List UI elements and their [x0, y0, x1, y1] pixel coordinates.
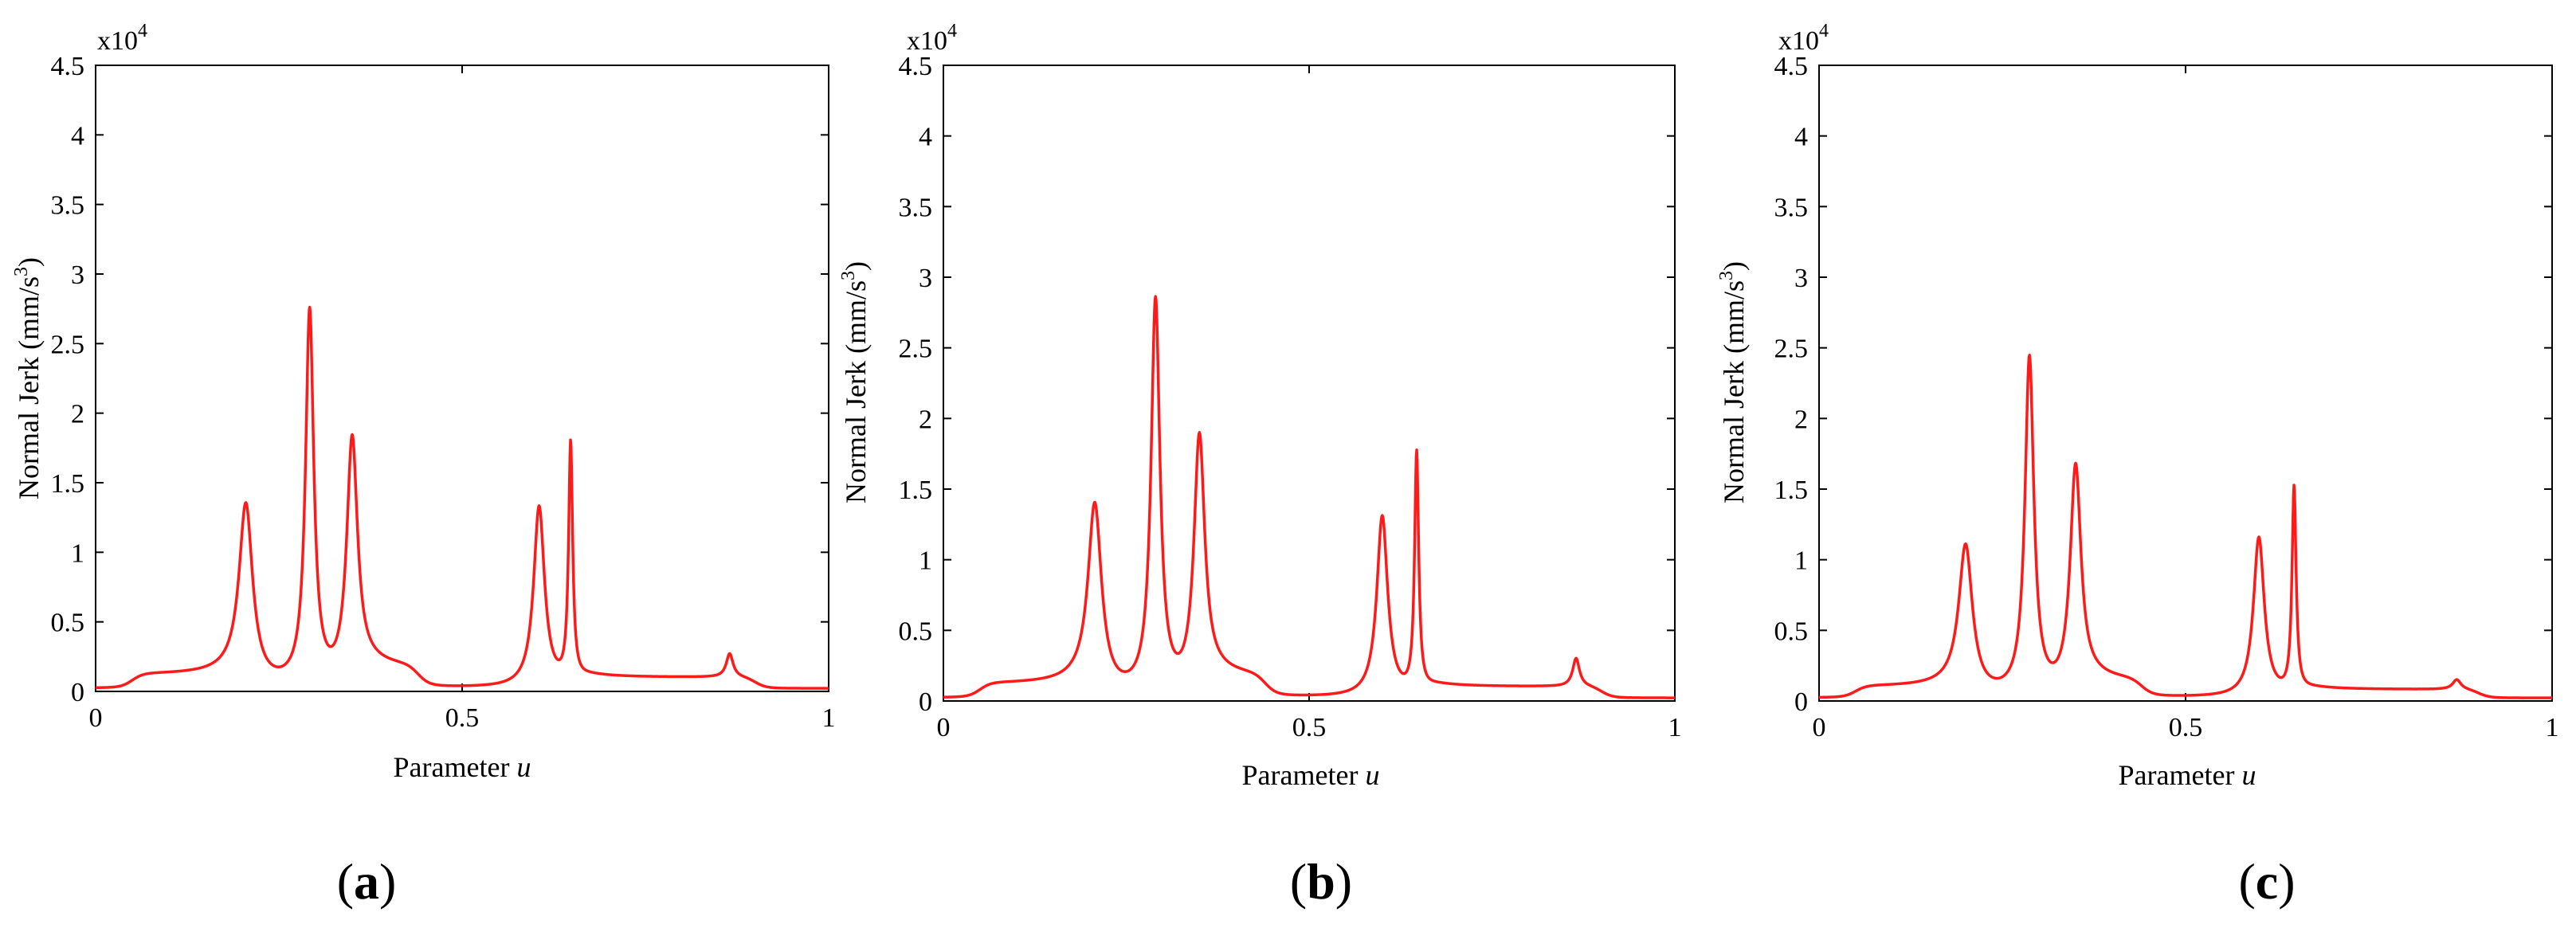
x-tick-label: 0	[1813, 713, 1826, 742]
y-tick-label: 3.5	[899, 193, 933, 222]
y-multiplier: x104	[97, 21, 147, 56]
x-axis-ticks: 0 0.5 1	[937, 65, 1682, 742]
y-tick-label: 0.5	[899, 617, 933, 646]
chart-panel-b: 00.511.522.533.544.5 0 0.5 1 x104 Paramete…	[838, 21, 1682, 910]
x-tick-label: 1	[2546, 713, 2559, 742]
plot-area-frame	[943, 65, 1676, 702]
x-tick-label: 0	[89, 703, 103, 733]
x-axis-label: Parameter u	[394, 751, 531, 783]
panel-label-b: (b)	[1290, 853, 1352, 910]
x-tick-label: 1	[1668, 713, 1682, 742]
y-tick-label: 1.5	[899, 476, 933, 505]
y-tick-label: 2.5	[51, 330, 85, 359]
y-tick-label: 4.5	[1774, 52, 1809, 81]
y-tick-label: 2.5	[899, 335, 933, 364]
y-tick-label: 2.5	[1774, 335, 1809, 364]
plot-area-frame	[95, 65, 829, 692]
y-tick-label: 4	[1794, 123, 1808, 152]
normal-jerk-curve	[942, 295, 1676, 699]
y-tick-label: 2	[919, 405, 932, 434]
y-tick-label: 4.5	[899, 52, 933, 81]
x-axis-ticks: 0 0.5 1	[89, 65, 836, 733]
y-tick-label: 2	[1794, 405, 1808, 434]
y-multiplier-exponent: 4	[947, 21, 957, 41]
y-multiplier: x104	[907, 21, 957, 56]
plot-area-frame	[1818, 65, 2553, 702]
panel-label-a: (a)	[337, 853, 397, 910]
y-multiplier-exponent: 4	[138, 21, 147, 41]
x-tick-label: 0.5	[1292, 713, 1327, 742]
y-tick-label: 0	[919, 687, 932, 717]
panel-label-c: (c)	[2238, 853, 2295, 910]
x-tick-label: 0.5	[445, 703, 480, 733]
y-axis-ticks: 0 0.5 1 1.5 2 2.5 3 3.5 4 4.5	[51, 52, 829, 707]
y-tick-label: 1	[1794, 546, 1808, 576]
normal-jerk-curve	[1817, 354, 2554, 699]
x-tick-label: 0.5	[2169, 713, 2203, 742]
y-tick-label: 0.5	[51, 609, 85, 638]
y-axis-label: Normal Jerk (mm/s3)	[1716, 261, 1750, 503]
y-tick-label: 4.5	[51, 52, 85, 81]
y-axis-label: Normal Jerk (mm/s3)	[838, 261, 872, 503]
y-tick-label: 3	[71, 260, 84, 290]
x-tick-label: 0	[937, 713, 951, 742]
y-tick-label: 1	[71, 538, 84, 568]
chart-panel-c: 00.511.522.533.544.5 0 0.5 1 x104 Paramete…	[1716, 21, 2559, 910]
y-tick-label: 3	[919, 264, 932, 293]
x-axis-ticks: 0 0.5 1	[1813, 65, 2559, 742]
y-tick-label: 3.5	[51, 191, 85, 221]
y-tick-label: 1.5	[1774, 476, 1809, 505]
x-axis-label: Parameter u	[2119, 759, 2256, 791]
normal-jerk-curve	[94, 305, 830, 690]
y-tick-label: 1.5	[51, 469, 85, 499]
y-tick-label: 0	[1794, 687, 1808, 717]
y-tick-label: 0.5	[1774, 617, 1809, 646]
chart-panel-a: 00.511.522.533.544.5 0 0.5 1 x104 Paramete…	[11, 21, 836, 910]
y-axis-ticks: 0 0.5 1 1.5 2 2.5 3 3.5 4 4.5	[899, 52, 1675, 717]
y-tick-label: 0	[71, 678, 84, 707]
x-axis-label: Parameter u	[1242, 759, 1380, 791]
y-tick-label: 3	[1794, 264, 1808, 293]
x-tick-label: 1	[822, 703, 836, 733]
y-tick-label: 4	[919, 123, 932, 152]
y-tick-label: 1	[919, 546, 932, 576]
y-tick-label: 2	[71, 400, 84, 429]
y-tick-label: 4	[71, 121, 84, 151]
y-multiplier-exponent: 4	[1819, 21, 1829, 41]
y-axis-label: Normal Jerk (mm/s3)	[11, 257, 45, 499]
y-multiplier: x104	[1778, 21, 1829, 56]
y-tick-label: 3.5	[1774, 193, 1809, 222]
y-axis-ticks: 0 0.5 1 1.5 2 2.5 3 3.5 4 4.5	[1774, 52, 2552, 717]
